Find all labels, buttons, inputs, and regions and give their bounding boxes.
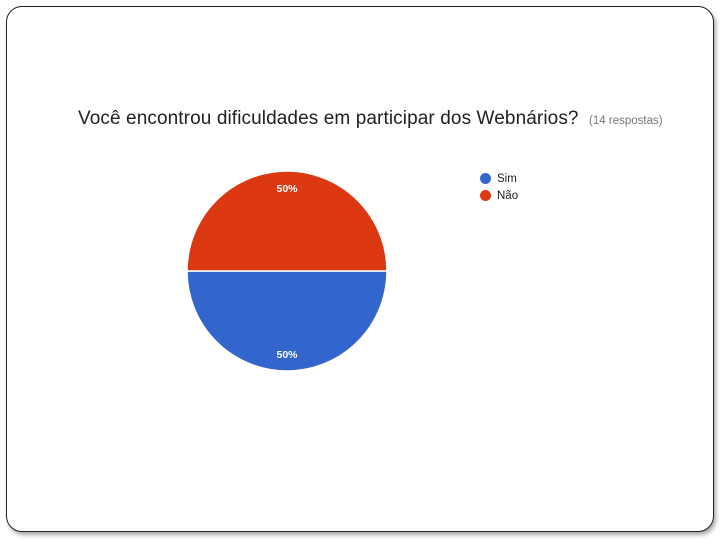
- legend-label-nao: Não: [497, 189, 519, 202]
- response-count: (14 respostas): [589, 115, 663, 127]
- chart-header: Você encontrou dificuldades em participa…: [78, 108, 663, 130]
- pie-slice-nao: [186, 170, 388, 272]
- pie-label-nao: 50%: [276, 183, 298, 195]
- pie-slice-sim: [186, 270, 388, 372]
- legend-item-sim: Sim: [480, 170, 518, 187]
- legend-swatch-nao: [480, 190, 491, 201]
- legend-label-sim: Sim: [497, 172, 517, 185]
- legend-item-nao: Não: [480, 187, 518, 204]
- chart-title: Você encontrou dificuldades em participa…: [78, 108, 579, 129]
- legend-swatch-sim: [480, 173, 491, 184]
- pie-label-sim: 50%: [276, 349, 298, 361]
- chart-legend: Sim Não: [480, 170, 518, 204]
